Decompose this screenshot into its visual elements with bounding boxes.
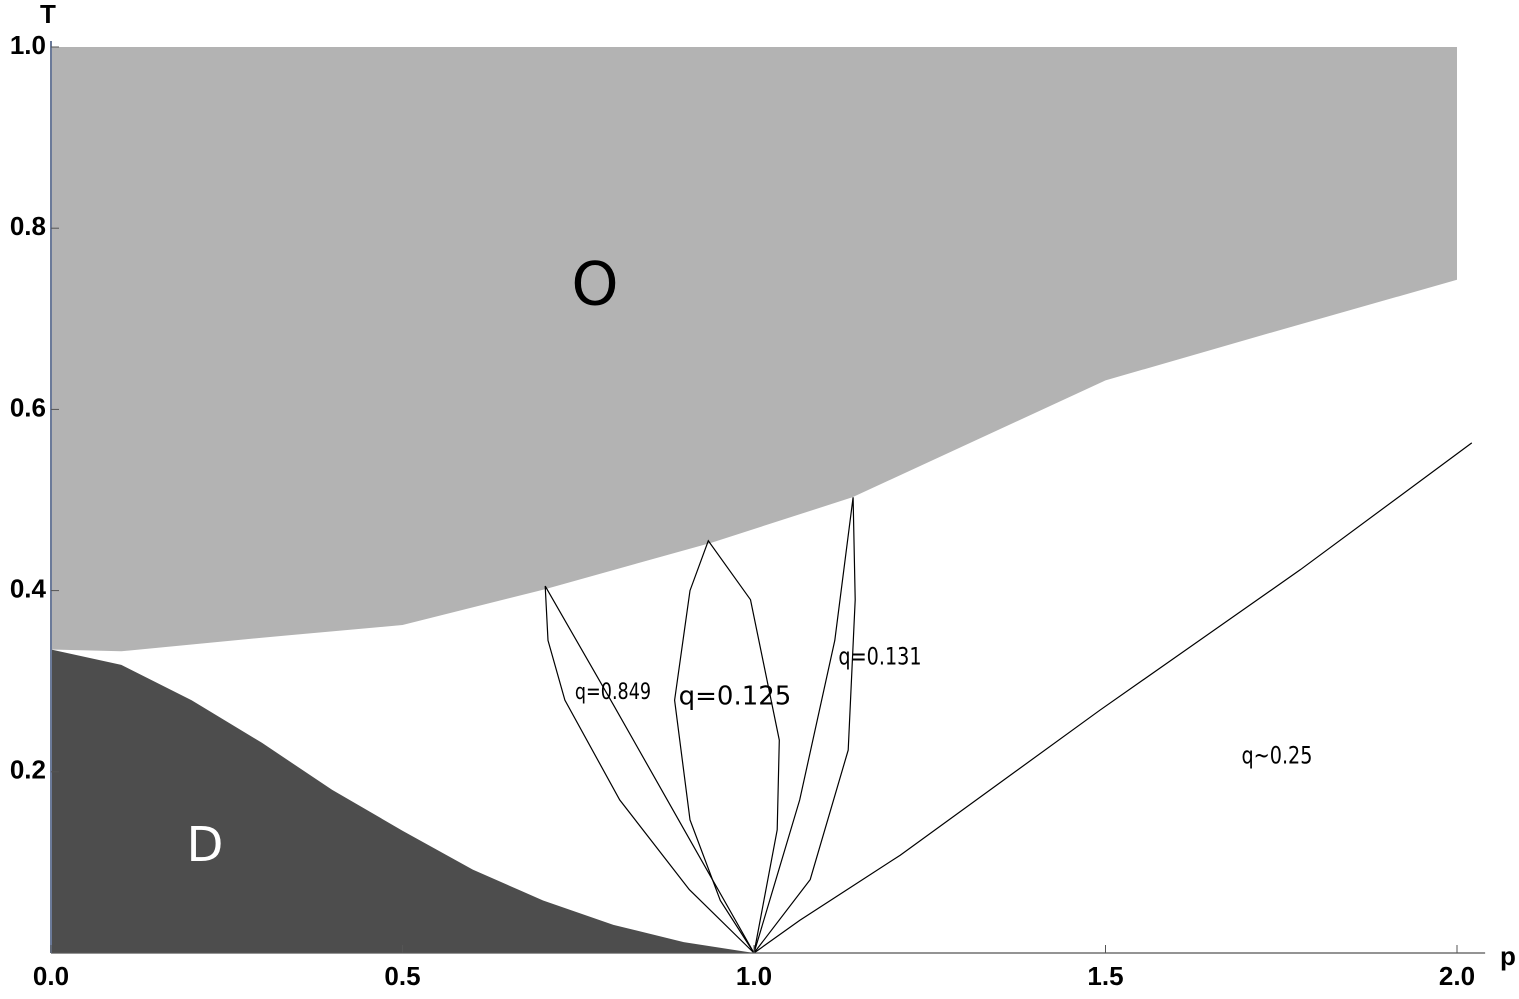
boundary-curve xyxy=(753,442,1473,954)
x-tick-label: 1.0 xyxy=(736,961,772,991)
x-tick-label: 0.5 xyxy=(384,961,420,991)
boundary-curve xyxy=(544,585,755,954)
region xyxy=(51,47,1457,652)
x-tick-label: 2.0 xyxy=(1439,961,1475,991)
curve-label: q=0.125 xyxy=(679,682,792,712)
y-axis-label: T xyxy=(40,0,56,29)
y-tick-label: 0.8 xyxy=(10,211,46,241)
boundary-curve xyxy=(673,539,780,954)
region-label: D xyxy=(187,817,224,873)
y-tick-label: 0.2 xyxy=(10,755,46,785)
x-axis-label: p xyxy=(1500,941,1516,971)
y-tick-label: 0.4 xyxy=(10,573,47,603)
region-label: O xyxy=(571,250,618,320)
x-tick-label: 1.5 xyxy=(1087,961,1123,991)
x-tick-label: 0.0 xyxy=(33,961,69,991)
curve-label: q=0.131 xyxy=(838,644,921,672)
curve-label: q~0.25 xyxy=(1242,743,1313,771)
curve-label: q=0.849 xyxy=(575,679,651,704)
y-tick-label: 0.6 xyxy=(10,392,46,422)
y-tick-label: 1.0 xyxy=(10,30,46,60)
region xyxy=(51,649,754,953)
boundary-curve xyxy=(753,497,856,954)
